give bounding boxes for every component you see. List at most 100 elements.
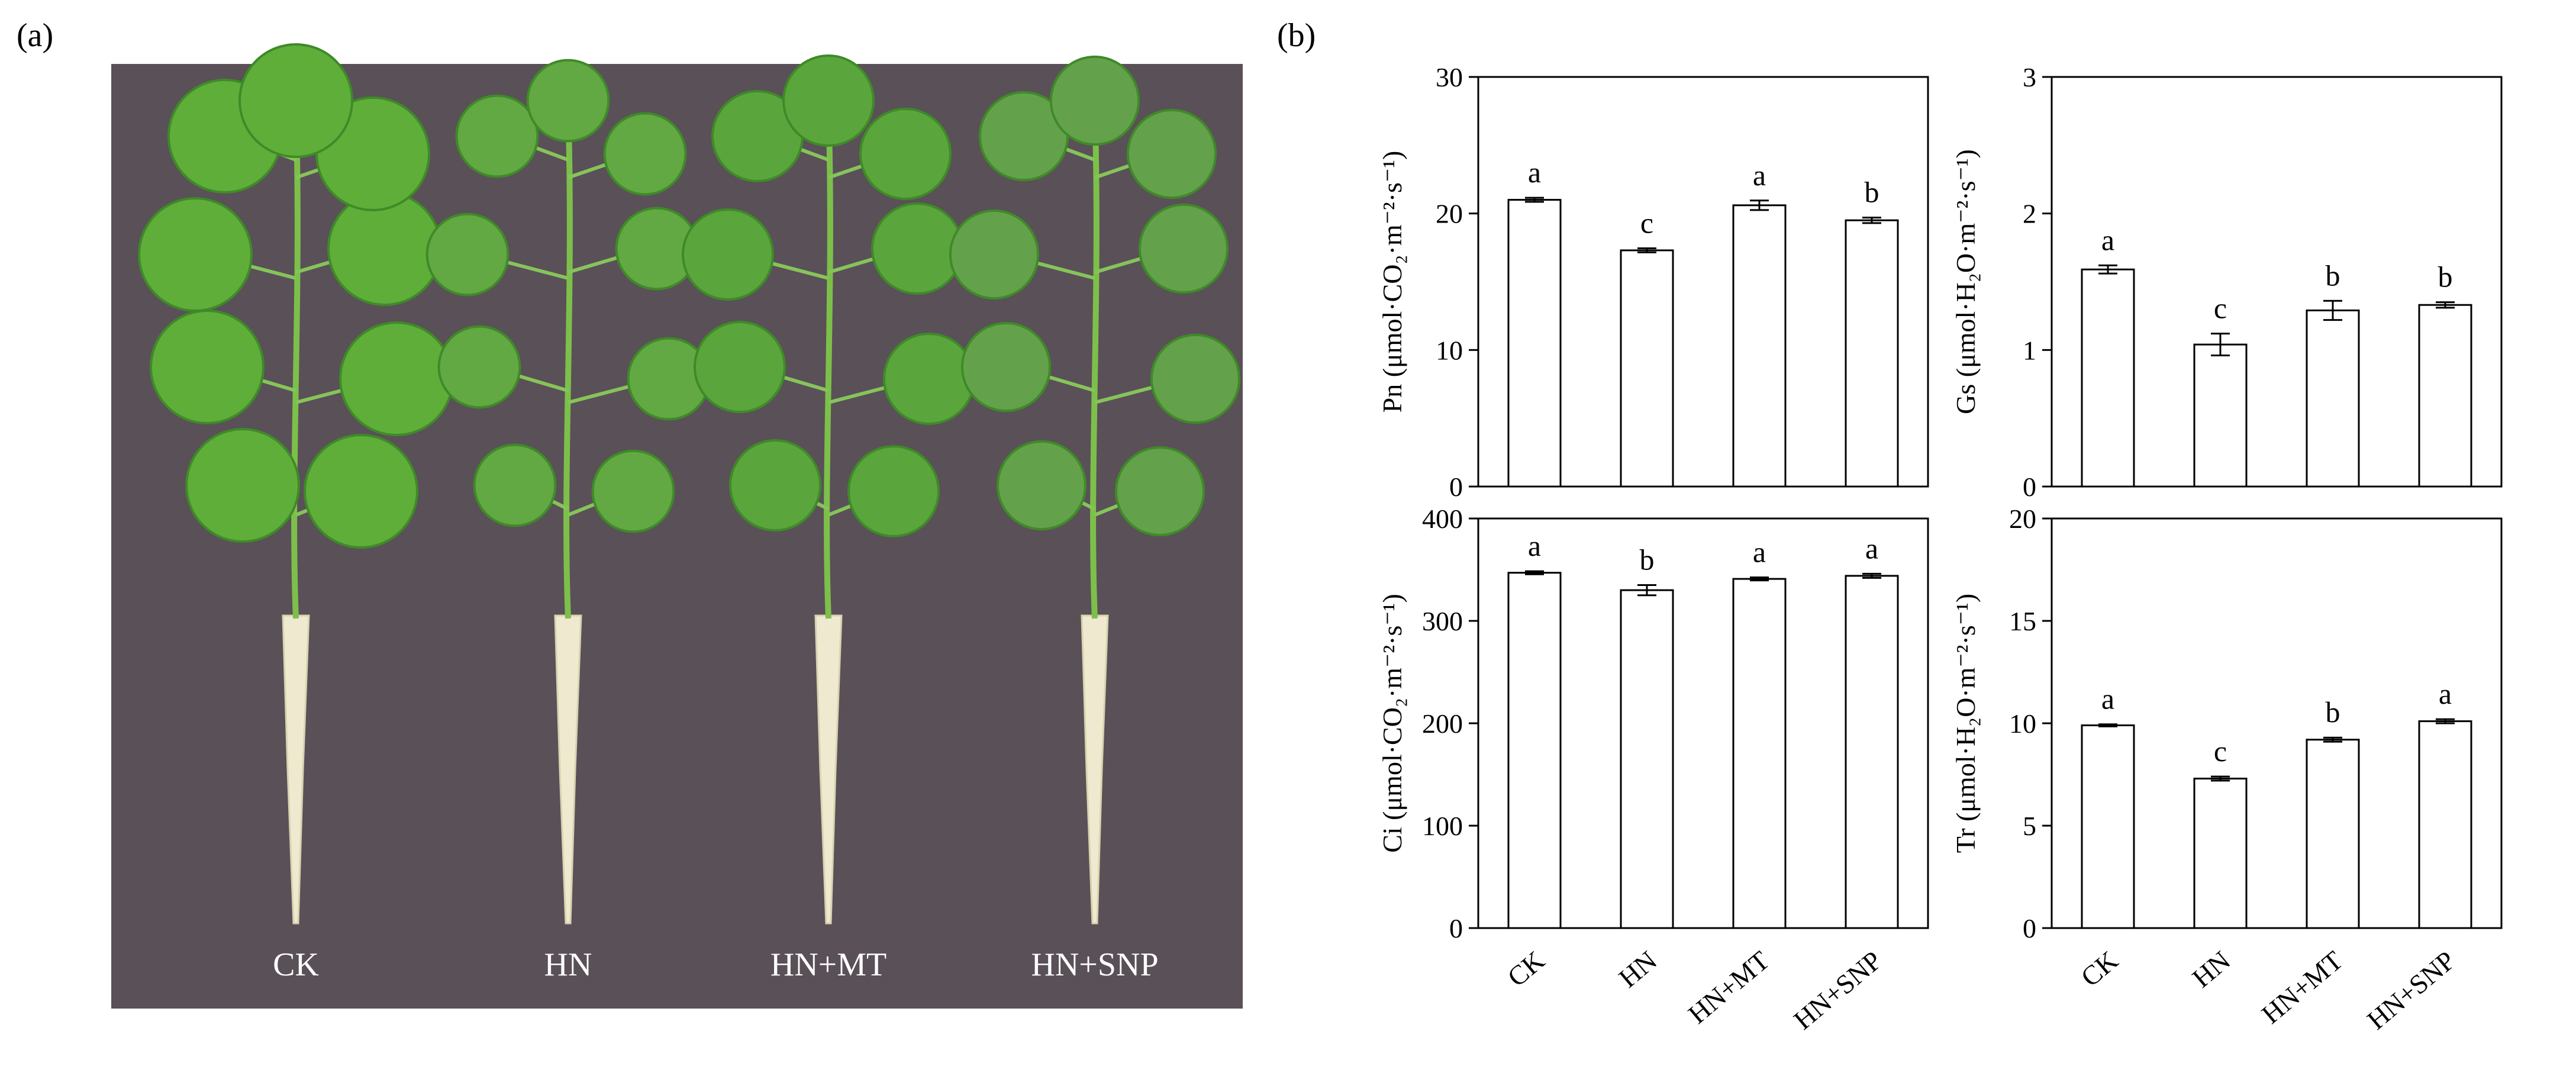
significance-label: c [1640,206,1653,239]
bar [1732,578,1787,929]
panel-b-label: (b) [1277,17,1316,54]
significance-label: a [1528,156,1541,189]
y-tick-label: 2 [2023,199,2036,229]
category-label: CK [2075,945,2124,993]
plot-frame [2051,76,2503,488]
leaf [603,112,687,196]
y-tick-label: 0 [2023,913,2036,943]
y-tick-label: 20 [2009,504,2036,534]
leaf [138,197,253,312]
photo-background [111,64,1243,1009]
leaf [847,445,940,537]
y-tick-label: 200 [1422,708,1463,739]
bar [1620,589,1674,929]
plot-frame [1477,76,1929,488]
y-tick-label: 5 [2023,811,2036,841]
bar [1507,199,1562,488]
leaf [1150,333,1241,424]
category-label: HN [2187,945,2236,994]
bar [2193,343,2248,488]
leaf [1049,55,1140,146]
significance-label: a [2101,223,2114,256]
bar [2081,268,2135,488]
y-tick-label: 0 [1449,472,1463,502]
leaf [871,202,963,295]
plant-label: HN [544,946,592,983]
plant [425,59,711,925]
y-tick-label: 400 [1422,504,1463,534]
y-tick-label: 0 [1449,913,1463,943]
significance-label: b [2326,259,2340,292]
leaf [682,208,774,301]
y-axis-label: Tr (μmol·H₂O·m⁻²·s⁻¹) [1950,594,1981,853]
stem [824,106,833,619]
significance-label: a [1865,532,1878,565]
leaf [996,440,1087,531]
significance-label: c [2214,292,2227,325]
leaf [1126,108,1217,199]
y-axis-label: Pn (μmol·CO₂·m⁻²·s⁻¹) [1377,151,1407,413]
significance-label: b [2326,695,2340,729]
bar [1620,249,1674,488]
bar [1732,204,1787,488]
leaf [304,434,418,549]
stem [291,106,301,619]
category-label: HN+MT [1682,945,1775,1030]
leaf [729,439,821,532]
root [554,614,582,925]
y-axis-label: Gs (μmol·H₂O·m⁻²·s⁻¹) [1950,149,1981,414]
y-tick-label: 1 [2023,335,2036,365]
root [1081,614,1109,925]
leaf [238,43,353,158]
significance-label: a [1753,159,1766,192]
y-tick-label: 15 [2009,606,2036,636]
stem [563,106,573,619]
plant-label: HN+MT [770,946,886,983]
leaf [1114,446,1205,537]
leaf [591,449,675,533]
leaf [185,428,300,543]
bar [1845,219,1899,488]
y-tick-label: 300 [1422,606,1463,636]
leaf [694,321,786,413]
bar [2306,739,2360,929]
plant-photo: CK HN HN+MT HN+SNP [111,43,1243,1009]
leaf [949,209,1040,300]
category-label: HN+MT [2256,945,2348,1030]
leaf [960,321,1052,413]
significance-label: c [2214,735,2227,768]
leaf [473,443,557,527]
stem [1090,106,1100,619]
bar-charts-group: 0 10 20 30 Pn (μmol·CO₂·m⁻²·s⁻¹) a c a b 0 1 2 3 Gs (… [1377,62,2503,1036]
bar [1845,575,1899,929]
bar [2081,724,2135,929]
leaf [150,310,265,424]
plant [138,43,454,925]
bar [1507,572,1562,929]
chart-2: 0 100 200 300 400 Ci (μmol·CO₂·m⁻²·s⁻¹) a CK b HN… [1377,504,1929,1036]
category-label: HN+SNP [1788,945,1887,1036]
bar [2418,304,2472,488]
significance-label: a [1528,529,1541,562]
chart-3: 0 5 10 15 20 Tr (μmol·H₂O·m⁻²·s⁻¹) a CK c HN b HN+M… [1950,504,2503,1035]
leaf [883,333,975,425]
significance-label: b [1865,176,1879,209]
y-tick-label: 20 [1436,199,1463,229]
chart-1: 0 1 2 3 Gs (μmol·H₂O·m⁻²·s⁻¹) a c b b [1950,62,2503,502]
panel-a-label: (a) [17,17,53,54]
leaf [425,212,510,297]
y-axis-label: Ci (μmol·CO₂·m⁻²·s⁻¹) [1377,594,1407,853]
y-tick-label: 0 [2023,472,2036,502]
y-tick-label: 3 [2023,62,2036,92]
category-label: HN [1613,945,1663,994]
significance-label: a [2439,677,2452,710]
plant [682,54,975,925]
plant-label: CK [273,946,319,983]
y-tick-label: 100 [1422,811,1463,841]
leaf [437,325,521,409]
leaf [526,59,610,143]
root [282,614,310,925]
y-tick-label: 10 [2009,708,2036,739]
y-tick-label: 30 [1436,62,1463,92]
